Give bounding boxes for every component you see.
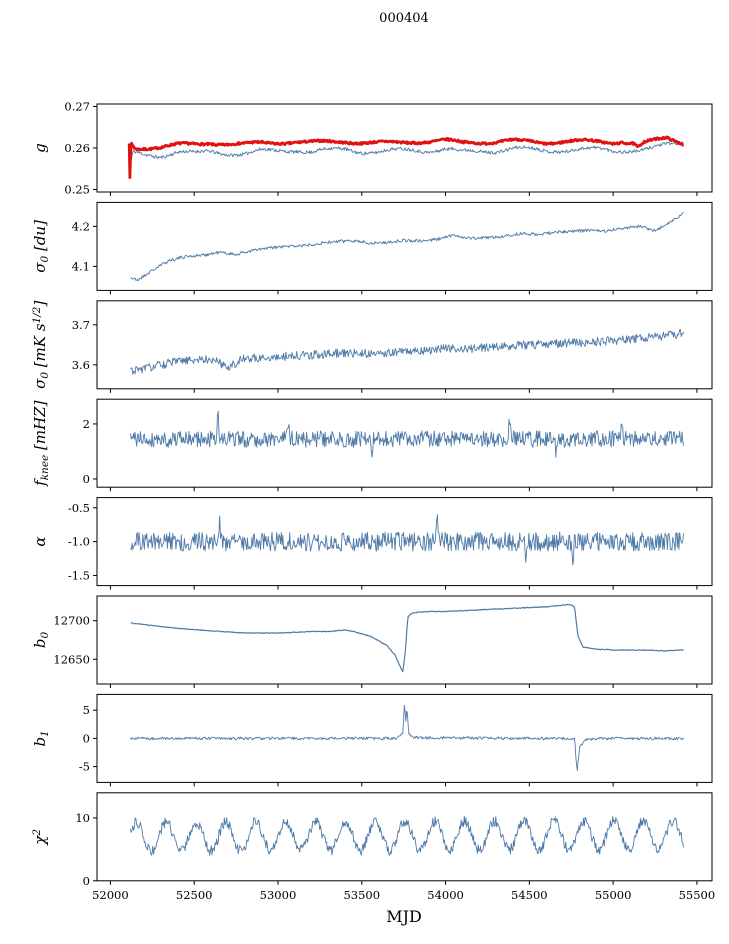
series-main — [130, 815, 684, 856]
series-main — [130, 329, 684, 375]
panel-frame — [96, 103, 713, 193]
y-tick-label: -1.0 — [68, 535, 90, 549]
y-axis-label-f-knee: fknee [mHZ] — [31, 400, 51, 486]
panel-f-knee: 0 2 fknee [mHZ] — [31, 398, 713, 492]
series-g-thin-blue — [130, 141, 684, 163]
x-tick-label: 53000 — [260, 888, 297, 902]
y-tick-label: -1.5 — [68, 568, 90, 582]
chart-title: 000404 — [379, 11, 429, 26]
y-axis-label-g: g — [31, 143, 49, 153]
y-tick-label: 0.26 — [64, 141, 90, 155]
y-tick-label: 12650 — [53, 652, 90, 666]
y-tick-label: 0 — [83, 731, 90, 745]
x-tick-label: 53500 — [343, 888, 380, 902]
panel-alpha: -1.5 -1.0 -0.5 α — [31, 497, 713, 590]
y-tick-label: 10 — [75, 811, 90, 825]
y-axis-label-sigma0-du: σ0 [du] — [31, 220, 51, 273]
y-axis-label-b0: b0 — [31, 632, 51, 649]
series-main — [130, 410, 684, 458]
y-tick-label: -0.5 — [68, 501, 90, 515]
series-main — [130, 705, 684, 772]
y-tick-label: 4.2 — [72, 219, 90, 233]
panel-frame — [96, 595, 713, 685]
y-tick-label: 2 — [83, 417, 90, 431]
series-main — [130, 603, 684, 673]
panel-frame — [96, 201, 713, 291]
panel-b1: -5 0 5 b1 — [31, 693, 713, 787]
x-tick-label: 52000 — [92, 888, 129, 902]
panel-chi2: 0 10 52000 52500 53000 53500 54000 54500 55000 55… — [31, 792, 716, 902]
y-axis-label-alpha: α — [31, 537, 49, 547]
y-tick-label: 3.6 — [72, 358, 90, 372]
y-tick-label: -5 — [79, 760, 90, 774]
series-main — [130, 514, 684, 566]
series-g-thick-red — [127, 135, 685, 179]
y-tick-label: 0.27 — [64, 100, 90, 114]
panel-frame — [96, 398, 713, 488]
y-tick-label: 0.25 — [64, 183, 90, 197]
x-tick-label: 55000 — [595, 888, 632, 902]
y-axis-label-sigma0-mks: σ0 [mK s1/2] — [31, 301, 51, 389]
panel-frame — [96, 792, 713, 882]
x-axis-label: MJD — [386, 907, 422, 926]
x-tick-label: 54500 — [511, 888, 548, 902]
panel-sigma0-mks: 3.6 3.7 σ0 [mK s1/2] — [31, 300, 713, 393]
y-tick-label: 0 — [83, 874, 90, 888]
y-tick-label: 0 — [83, 472, 90, 486]
y-tick-label: 3.7 — [72, 318, 90, 332]
x-tick-label: 54000 — [427, 888, 464, 902]
y-axis-label-chi2: χ2 — [31, 829, 49, 846]
panel-frame — [96, 300, 713, 390]
x-tick-label: 52500 — [176, 888, 213, 902]
y-tick-label: 4.1 — [72, 259, 90, 273]
y-tick-label: 5 — [83, 703, 90, 717]
y-tick-label: 12700 — [53, 614, 90, 628]
x-tick-label: 55500 — [679, 888, 716, 902]
y-axis-label-b1: b1 — [31, 730, 51, 746]
series-main — [130, 211, 684, 282]
panel-sigma0-du: 4.1 4.2 σ0 [du] — [31, 201, 713, 295]
panel-g: 0.25 0.26 0.27 g — [31, 100, 713, 197]
